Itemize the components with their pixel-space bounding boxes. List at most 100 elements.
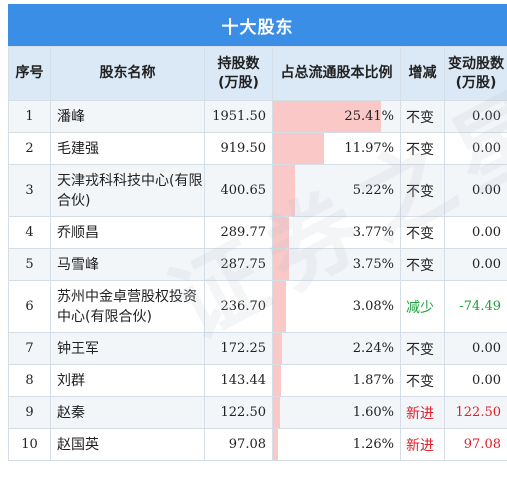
table-body: 1 潘峰 1951.50 25.41% 不变 0.00 2 毛建强 919.50 11.97% 不变… — [8, 100, 507, 461]
rank-cell: 4 — [8, 216, 51, 249]
change-cell: 0.00 — [444, 332, 507, 365]
header-ratio: 占总流通股本比例 — [272, 46, 401, 101]
shares-cell: 236.70 — [204, 280, 273, 333]
ratio-bar — [273, 281, 287, 332]
table-row: 7 钟王军 172.25 2.24% 不变 0.00 — [8, 332, 507, 365]
ratio-bar — [273, 333, 283, 364]
table-row: 1 潘峰 1951.50 25.41% 不变 0.00 — [8, 100, 507, 133]
ratio-text: 1.87% — [352, 373, 394, 388]
rank-cell: 1 — [8, 100, 51, 133]
header-shares: 持股数 (万股) — [204, 46, 273, 101]
ratio-cell: 1.26% — [272, 428, 401, 461]
change-cell: 0.00 — [444, 100, 507, 133]
shares-cell: 919.50 — [204, 132, 273, 165]
header-shares-line1: 持股数 — [217, 55, 260, 72]
shares-cell: 143.44 — [204, 364, 273, 397]
header-row: 序号 股东名称 持股数 (万股) 占总流通股本比例 增减 变动股数 (万股) — [8, 46, 507, 101]
change-type-cell: 不变 — [400, 332, 445, 365]
shares-cell: 287.75 — [204, 248, 273, 281]
header-change-line2: (万股) — [455, 74, 497, 91]
change-type-cell: 不变 — [400, 164, 445, 217]
ratio-bar — [273, 429, 279, 460]
header-change-line1: 变动股数 — [448, 55, 504, 72]
header-shares-line2: (万股) — [218, 74, 259, 91]
ratio-text: 3.08% — [352, 299, 394, 314]
shares-cell: 172.25 — [204, 332, 273, 365]
change-type-cell: 不变 — [400, 364, 445, 397]
ratio-cell: 1.87% — [272, 364, 401, 397]
table-row: 5 马雪峰 287.75 3.75% 不变 0.00 — [8, 248, 507, 281]
change-type-cell: 不变 — [400, 216, 445, 249]
ratio-bar — [273, 217, 289, 248]
ratio-cell: 5.22% — [272, 164, 401, 217]
rank-cell: 6 — [8, 280, 51, 333]
ratio-cell: 3.75% — [272, 248, 401, 281]
table-row: 10 赵国英 97.08 1.26% 新进 97.08 — [8, 428, 507, 461]
ratio-text: 25.41% — [344, 109, 394, 124]
rank-cell: 8 — [8, 364, 51, 397]
table-row: 8 刘群 143.44 1.87% 不变 0.00 — [8, 364, 507, 397]
shareholder-name: 赵国英 — [50, 428, 205, 461]
change-cell: 0.00 — [444, 132, 507, 165]
ratio-bar — [273, 133, 324, 164]
change-cell: 0.00 — [444, 164, 507, 217]
ratio-bar — [273, 249, 289, 280]
shares-cell: 97.08 — [204, 428, 273, 461]
change-type-cell: 新进 — [400, 428, 445, 461]
ratio-cell: 3.77% — [272, 216, 401, 249]
shareholder-name: 马雪峰 — [50, 248, 205, 281]
change-cell: 0.00 — [444, 364, 507, 397]
change-type-cell: 减少 — [400, 280, 445, 333]
change-cell: 122.50 — [444, 396, 507, 429]
ratio-cell: 11.97% — [272, 132, 401, 165]
shares-cell: 400.65 — [204, 164, 273, 217]
ratio-bar — [273, 365, 281, 396]
header-change: 变动股数 (万股) — [444, 46, 507, 101]
ratio-cell: 25.41% — [272, 100, 401, 133]
ratio-text: 1.26% — [352, 437, 394, 452]
rank-cell: 9 — [8, 396, 51, 429]
table-row: 6 苏州中金卓营股权投资中心(有限合伙) 236.70 3.08% 减少 -74.49 — [8, 280, 507, 333]
ratio-text: 3.77% — [352, 225, 394, 240]
header-change-type: 增减 — [400, 46, 445, 101]
table-row: 4 乔顺昌 289.77 3.77% 不变 0.00 — [8, 216, 507, 249]
ratio-text: 2.24% — [352, 341, 394, 356]
shares-cell: 122.50 — [204, 396, 273, 429]
table-title: 十大股东 — [8, 4, 507, 46]
ratio-bar — [273, 165, 296, 216]
table-header: 序号 股东名称 持股数 (万股) 占总流通股本比例 增减 变动股数 (万股) — [8, 46, 507, 101]
shareholder-name: 潘峰 — [50, 100, 205, 133]
shareholders-table: 序号 股东名称 持股数 (万股) 占总流通股本比例 增减 变动股数 (万股) 1… — [8, 46, 507, 461]
shareholder-name: 钟王军 — [50, 332, 205, 365]
change-cell: 0.00 — [444, 248, 507, 281]
ratio-cell: 2.24% — [272, 332, 401, 365]
change-type-cell: 不变 — [400, 132, 445, 165]
shares-cell: 289.77 — [204, 216, 273, 249]
shareholder-name: 天津戎科科技中心(有限合伙) — [50, 164, 205, 217]
shareholder-name: 苏州中金卓营股权投资中心(有限合伙) — [50, 280, 205, 333]
ratio-text: 3.75% — [352, 257, 394, 272]
rank-cell: 3 — [8, 164, 51, 217]
shareholder-name: 刘群 — [50, 364, 205, 397]
change-cell: 97.08 — [444, 428, 507, 461]
shareholder-name: 赵秦 — [50, 396, 205, 429]
shareholder-name: 乔顺昌 — [50, 216, 205, 249]
ratio-text: 11.97% — [344, 141, 394, 156]
ratio-text: 5.22% — [352, 183, 394, 198]
rank-cell: 2 — [8, 132, 51, 165]
rank-cell: 7 — [8, 332, 51, 365]
change-cell: 0.00 — [444, 216, 507, 249]
rank-cell: 10 — [8, 428, 51, 461]
header-name: 股东名称 — [50, 46, 205, 101]
rank-cell: 5 — [8, 248, 51, 281]
ratio-cell: 3.08% — [272, 280, 401, 333]
change-type-cell: 不变 — [400, 100, 445, 133]
shares-cell: 1951.50 — [204, 100, 273, 133]
change-cell: -74.49 — [444, 280, 507, 333]
ratio-bar — [273, 101, 381, 132]
table-row: 3 天津戎科科技中心(有限合伙) 400.65 5.22% 不变 0.00 — [8, 164, 507, 217]
ratio-cell: 1.60% — [272, 396, 401, 429]
change-type-cell: 新进 — [400, 396, 445, 429]
table-row: 2 毛建强 919.50 11.97% 不变 0.00 — [8, 132, 507, 165]
